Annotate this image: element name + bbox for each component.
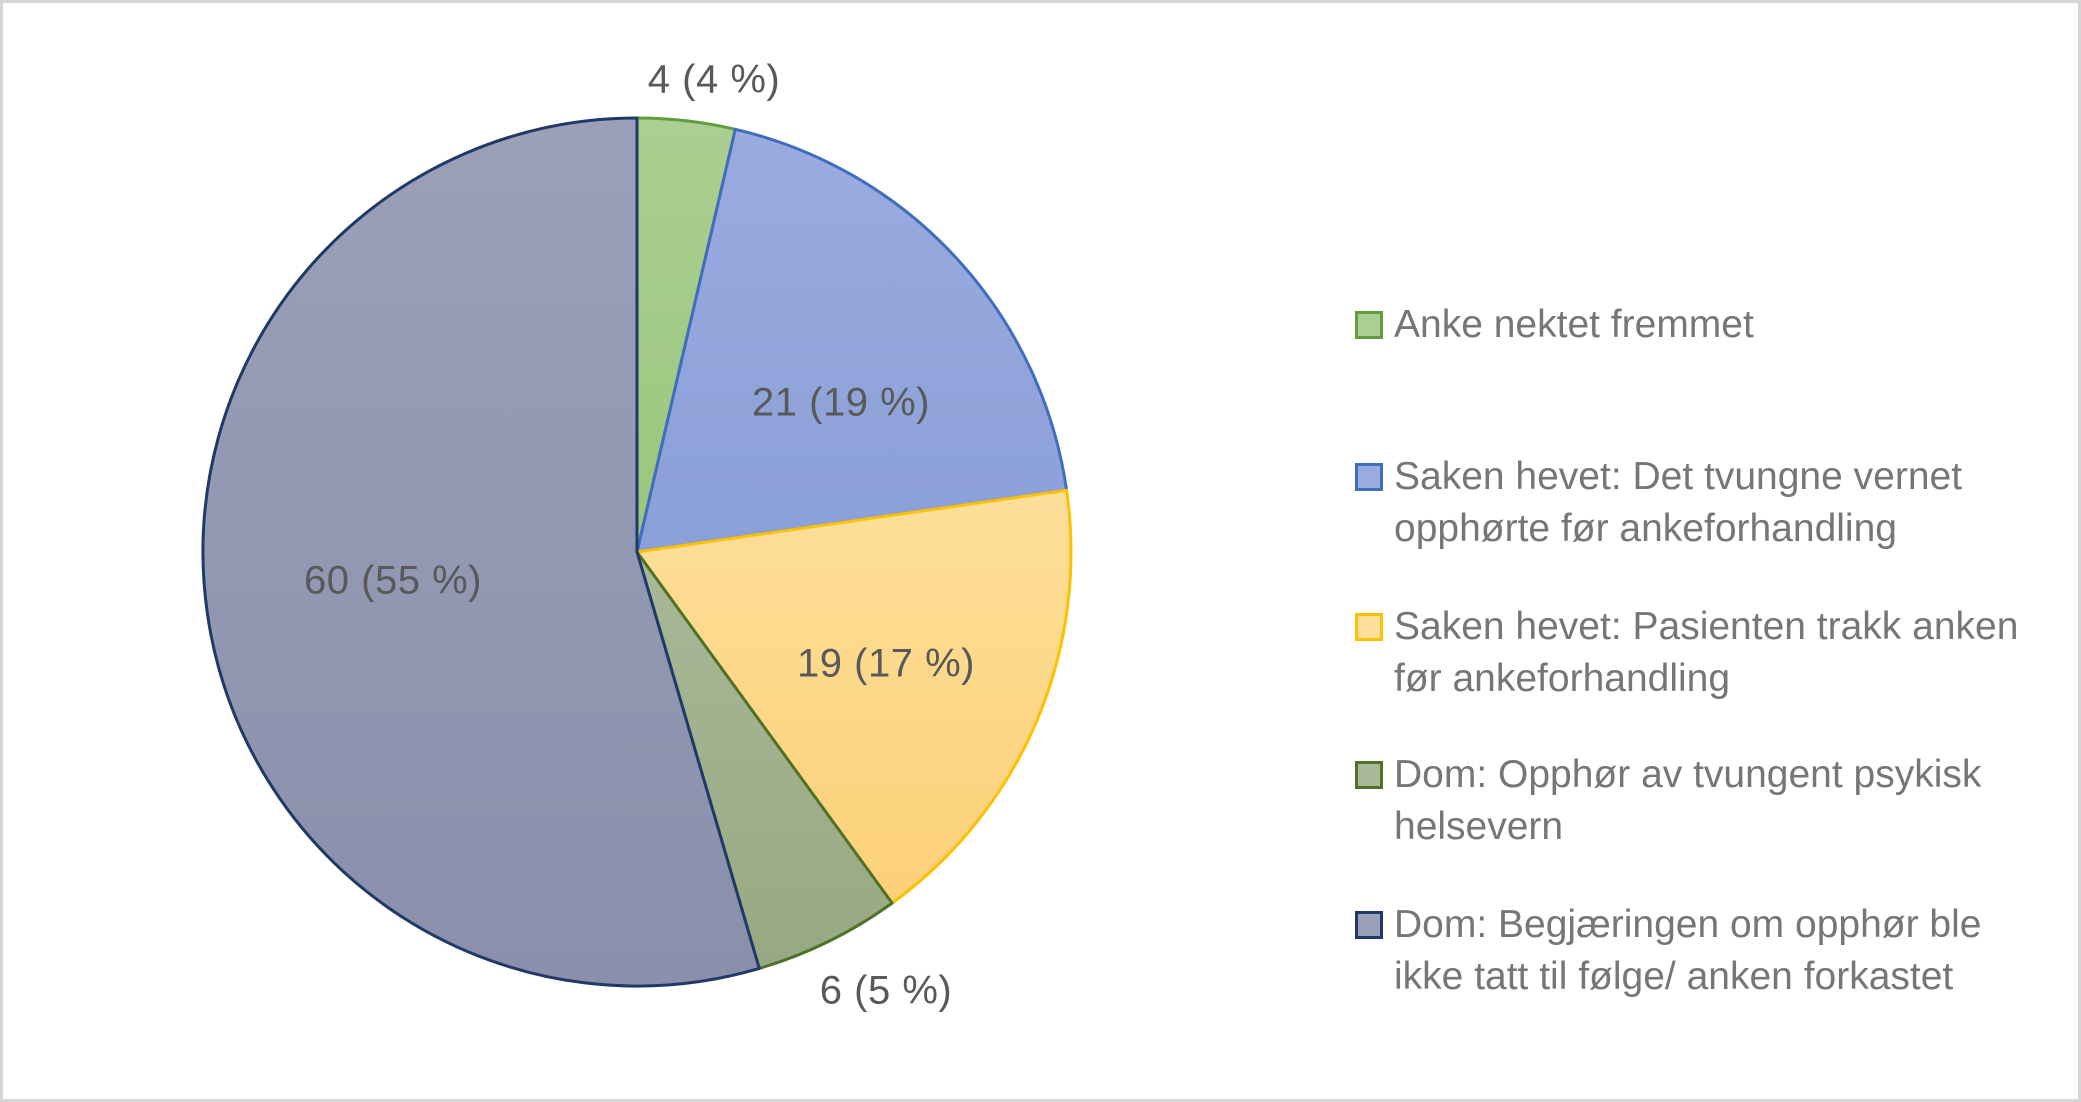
legend-label-line: før ankeforhandling: [1394, 657, 1731, 700]
legend-label-line: Saken hevet: Pasienten trakk anken: [1394, 605, 2019, 648]
legend-label-line: opphørte før ankeforhandling: [1394, 507, 1897, 550]
legend-marker-icon: [1355, 311, 1383, 339]
pie-chart: [201, 116, 1073, 988]
legend-item-anke-nektet-fremmet: Anke nektet fremmet: [1355, 299, 2074, 351]
legend-label: Saken hevet: Det tvungne vernet opphørte…: [1394, 451, 2074, 555]
chart-legend: Anke nektet fremmet Saken hevet: Det tvu…: [3, 3, 2078, 1099]
legend-label-line: helsevern: [1394, 805, 1564, 848]
pie-slice-1: [635, 127, 1069, 554]
legend-item-dom-opphor: Dom: Opphør av tvungent psykisk helsever…: [1355, 749, 2074, 853]
legend-label-line: Saken hevet: Det tvungne vernet: [1394, 455, 1963, 498]
legend-label: Dom: Begjæringen om opphør ble ikke tatt…: [1394, 899, 2074, 1003]
legend-label-line: Anke nektet fremmet: [1394, 303, 1754, 346]
legend-label: Anke nektet fremmet: [1394, 299, 2074, 351]
legend-item-saken-hevet-vernet-opphorte: Saken hevet: Det tvungne vernet opphørte…: [1355, 451, 2074, 555]
legend-label-line: Dom: Opphør av tvungent psykisk: [1394, 753, 1982, 796]
pie-slice-3: [635, 550, 894, 970]
pie-slice-label: 6 (5 %): [819, 968, 953, 1013]
pie-slice-label: 21 (19 %): [752, 380, 930, 425]
legend-marker-icon: [1355, 463, 1383, 491]
legend-item-dom-begjaeringen: Dom: Begjæringen om opphør ble ikke tatt…: [1355, 899, 2074, 1003]
legend-item-saken-hevet-trakk-anken: Saken hevet: Pasienten trakk anken før a…: [1355, 601, 2074, 705]
pie-slice-label: 19 (17 %): [797, 641, 975, 686]
pie-slice-4: [201, 116, 761, 988]
legend-marker-icon: [1355, 613, 1383, 641]
legend-marker-icon: [1355, 911, 1383, 939]
legend-marker-icon: [1355, 761, 1383, 789]
pie-slice-label: 4 (4 %): [647, 57, 781, 102]
legend-label: Dom: Opphør av tvungent psykisk helsever…: [1394, 749, 2074, 853]
legend-label-line: ikke tatt til følge/ anken forkastet: [1394, 955, 1954, 998]
legend-label: Saken hevet: Pasienten trakk anken før a…: [1394, 601, 2074, 705]
legend-label-line: Dom: Begjæringen om opphør ble: [1394, 903, 1982, 946]
pie-slice-2: [635, 488, 1073, 905]
pie-slice-label: 60 (55 %): [304, 558, 482, 603]
